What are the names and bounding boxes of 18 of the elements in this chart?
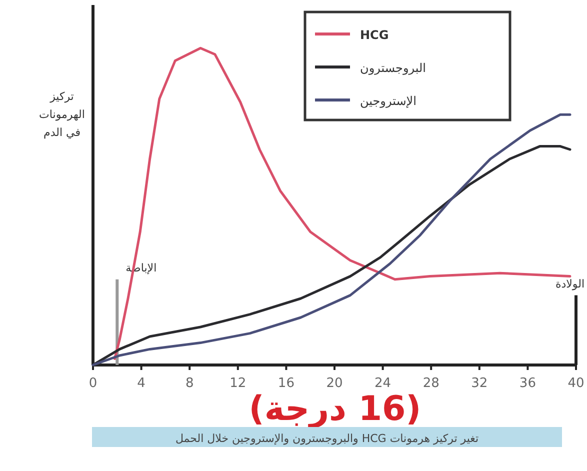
x-tick-label: 12 (230, 376, 246, 391)
legend-label: البروجسترون (360, 61, 426, 75)
ref-line-label: الولادة (555, 277, 585, 290)
x-tick-label: 16 (278, 376, 294, 391)
x-tick-label: 36 (519, 376, 536, 391)
x-tick-label: 8 (185, 376, 194, 391)
text: (16 درجة) (248, 389, 422, 429)
x-tick-label: 4 (137, 376, 146, 391)
x-tick-label: 20 (326, 376, 343, 391)
x-tick-label: 40 (568, 376, 584, 391)
legend-label: الإستروجين (360, 94, 416, 108)
x-tick-label: 32 (471, 376, 488, 391)
x-tick-label: 0 (88, 376, 98, 391)
x-tick-label: 28 (422, 376, 440, 391)
x-tick-label: 24 (374, 376, 392, 391)
y-axis-title: تركيز الهرمونات في الدم (39, 90, 85, 139)
legend-label: HCG (360, 28, 389, 42)
text: تغير تركيز هرمونات HCG والبروجسترون والإستروجين خلال الحمل (175, 432, 479, 445)
